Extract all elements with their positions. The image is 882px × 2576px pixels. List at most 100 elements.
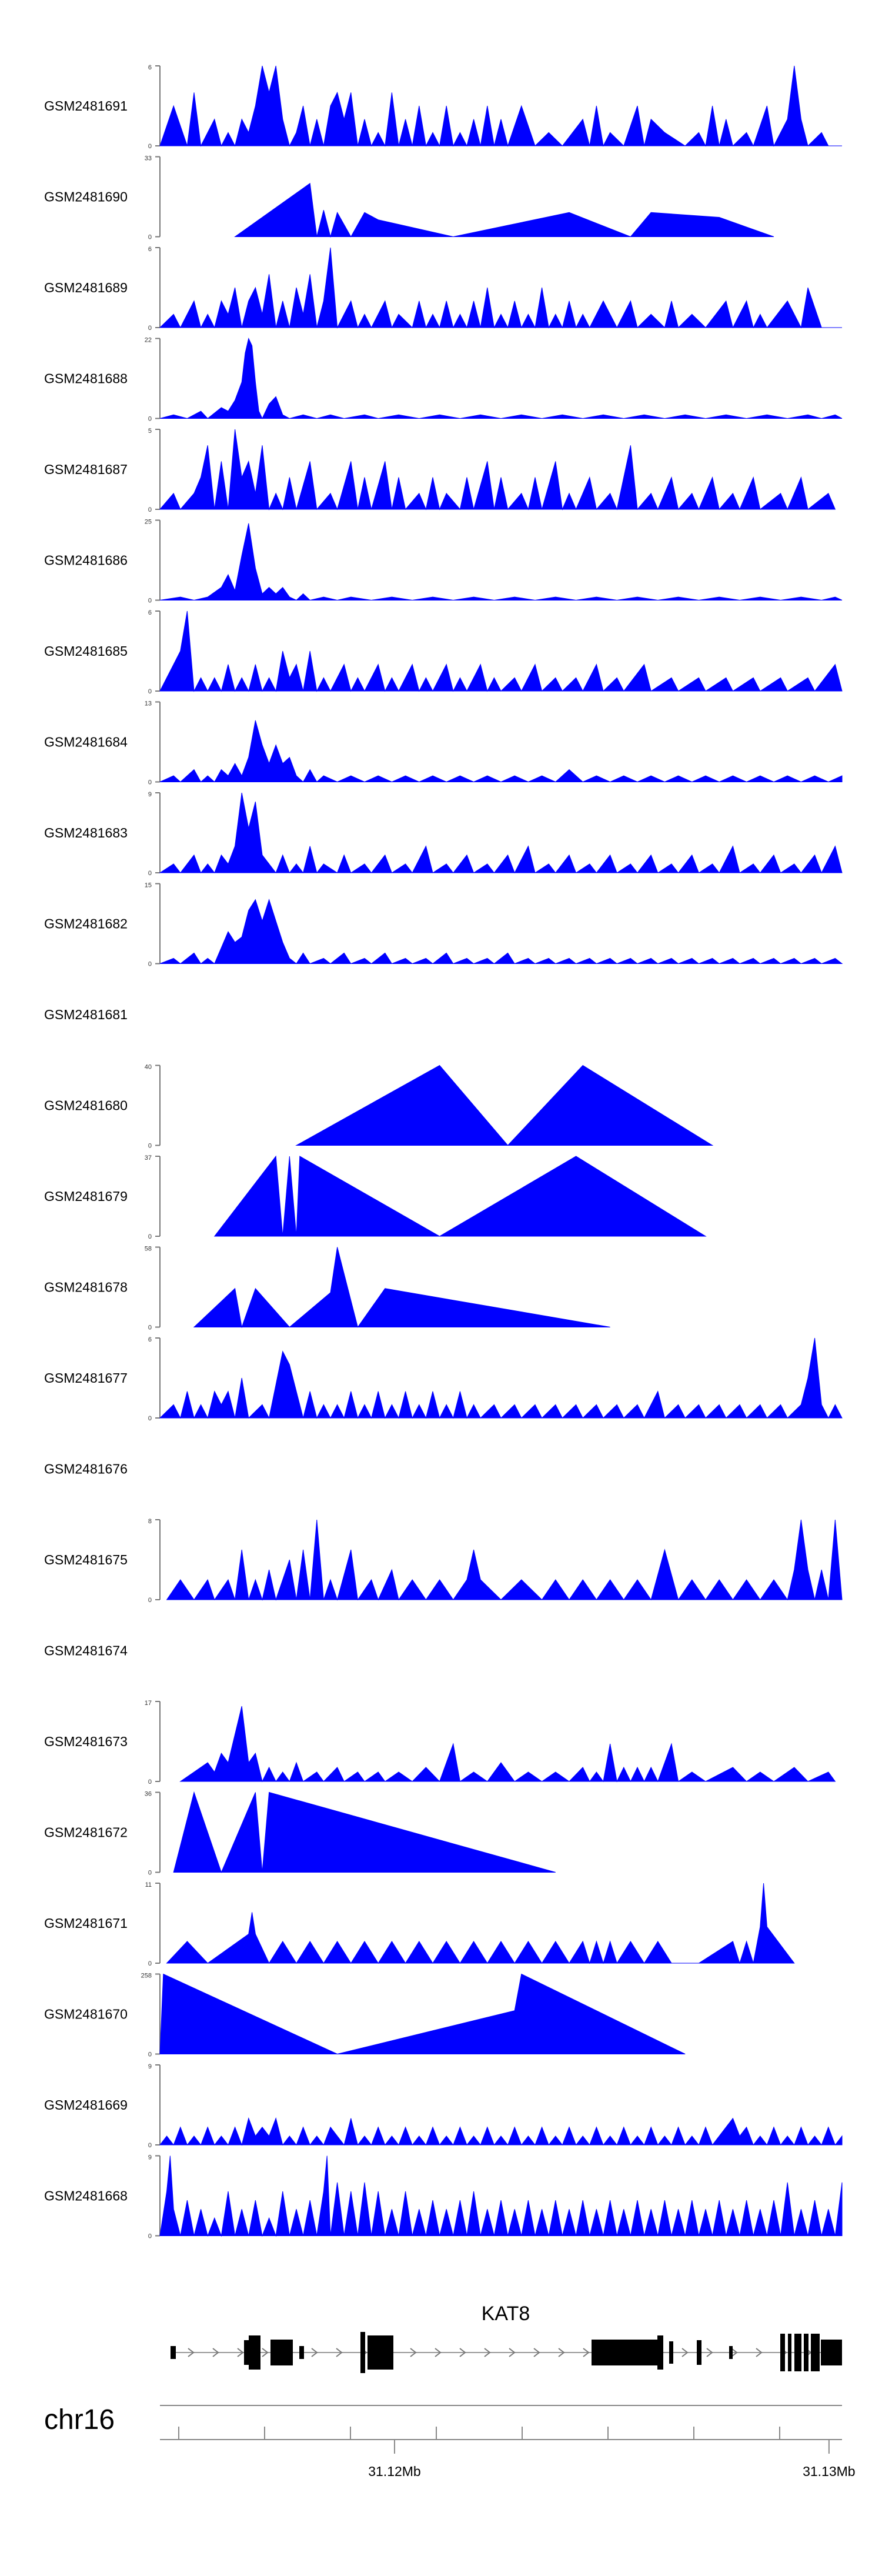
track-GSM2481673: GSM2481673 17 0 bbox=[44, 1700, 836, 1786]
y-axis-max-label: 6 bbox=[148, 609, 152, 616]
coverage-area bbox=[159, 1973, 686, 2055]
strand-arrow bbox=[681, 2348, 689, 2357]
coverage-area bbox=[193, 1247, 610, 1329]
track-label: GSM2481673 bbox=[44, 1734, 128, 1749]
y-axis-min-label: 0 bbox=[148, 961, 152, 968]
coverage-area bbox=[179, 1706, 836, 1783]
exon bbox=[794, 2334, 801, 2371]
y-axis-min-label: 0 bbox=[148, 1233, 152, 1240]
y-axis-min-label: 0 bbox=[148, 143, 152, 150]
coverage-area bbox=[159, 792, 843, 874]
gene-track: KAT8 bbox=[171, 2303, 842, 2373]
exon bbox=[729, 2346, 733, 2359]
track-label: GSM2481685 bbox=[44, 643, 128, 659]
track-label: GSM2481691 bbox=[44, 98, 128, 114]
track-GSM2481691: GSM2481691 6 0 bbox=[44, 64, 842, 150]
coverage-area bbox=[159, 523, 843, 601]
y-axis-min-label: 0 bbox=[148, 2142, 152, 2149]
y-axis-max-label: 40 bbox=[145, 1064, 152, 1071]
track-label: GSM2481677 bbox=[44, 1370, 128, 1386]
y-axis-min-label: 0 bbox=[148, 1960, 152, 1967]
y-axis-max-label: 36 bbox=[145, 1791, 152, 1798]
y-axis-max-label: 11 bbox=[145, 1881, 152, 1888]
strand-arrow bbox=[706, 2348, 713, 2357]
coverage-area bbox=[159, 247, 842, 329]
coverage-area bbox=[166, 1883, 795, 1964]
track-GSM2481684: GSM2481684 13 0 bbox=[44, 700, 843, 786]
exon bbox=[804, 2334, 808, 2371]
exon bbox=[697, 2340, 701, 2365]
exon bbox=[788, 2334, 791, 2371]
y-axis-max-label: 22 bbox=[145, 337, 152, 344]
y-axis-min-label: 0 bbox=[148, 1870, 152, 1877]
exon bbox=[592, 2340, 657, 2365]
y-axis-max-label: 6 bbox=[148, 1336, 152, 1343]
strand-arrow bbox=[558, 2348, 565, 2357]
exon bbox=[657, 2335, 663, 2370]
strand-arrow bbox=[188, 2348, 195, 2357]
track-label: GSM2481669 bbox=[44, 2097, 128, 2113]
track-GSM2481683: GSM2481683 9 0 bbox=[44, 791, 843, 877]
genome-axis: chr16 31.12Mb 31.13Mb bbox=[44, 2404, 856, 2479]
y-axis-max-label: 17 bbox=[145, 1700, 152, 1707]
y-axis-min-label: 0 bbox=[148, 1143, 152, 1150]
y-axis-max-label: 6 bbox=[148, 246, 152, 253]
y-axis-max-label: 9 bbox=[148, 2063, 152, 2070]
exon bbox=[244, 2340, 249, 2365]
track-label: GSM2481679 bbox=[44, 1189, 128, 1204]
coverage-area bbox=[159, 65, 842, 147]
track-GSM2481679: GSM2481679 37 0 bbox=[44, 1154, 707, 1240]
track-label: GSM2481687 bbox=[44, 462, 128, 477]
track-GSM2481668: GSM2481668 9 0 bbox=[44, 2154, 843, 2240]
strand-arrow bbox=[756, 2348, 763, 2357]
track-GSM2481670: GSM2481670 258 0 bbox=[44, 1973, 686, 2058]
exon bbox=[811, 2334, 820, 2371]
strand-arrow bbox=[311, 2348, 318, 2357]
coverage-area bbox=[295, 1065, 714, 1146]
y-axis-min-label: 0 bbox=[148, 598, 152, 605]
coverage-area bbox=[159, 1337, 843, 1419]
strand-arrow bbox=[212, 2348, 219, 2357]
y-axis-min-label: 0 bbox=[148, 1324, 152, 1332]
track-label: GSM2481690 bbox=[44, 189, 128, 205]
strand-arrow bbox=[484, 2348, 491, 2357]
y-axis-min-label: 0 bbox=[148, 506, 152, 513]
exon bbox=[780, 2334, 785, 2371]
coverage-tracks: GSM248169160GSM2481690330GSM248168960GSM… bbox=[44, 64, 843, 2240]
strand-arrow bbox=[435, 2348, 442, 2357]
y-axis-min-label: 0 bbox=[148, 1778, 152, 1786]
track-GSM2481672: GSM2481672 36 0 bbox=[44, 1791, 556, 1877]
track-GSM2481687: GSM2481687 5 0 bbox=[44, 428, 836, 513]
track-label: GSM2481672 bbox=[44, 1825, 128, 1840]
track-label: GSM2481682 bbox=[44, 916, 128, 932]
y-axis-max-label: 25 bbox=[145, 519, 152, 526]
gene-exons bbox=[171, 2332, 842, 2373]
y-axis-max-label: 58 bbox=[145, 1246, 152, 1253]
track-GSM2481686: GSM2481686 25 0 bbox=[44, 519, 843, 605]
coverage-area bbox=[159, 429, 836, 510]
coverage-area bbox=[159, 720, 843, 783]
strand-arrow bbox=[533, 2348, 540, 2357]
exon bbox=[368, 2335, 393, 2370]
strand-arrow bbox=[459, 2348, 466, 2357]
y-axis-min-label: 0 bbox=[148, 779, 152, 786]
track-label: GSM2481674 bbox=[44, 1643, 128, 1659]
exon bbox=[299, 2346, 304, 2359]
y-axis-min-label: 0 bbox=[148, 416, 152, 423]
exon bbox=[270, 2340, 293, 2365]
track-GSM2481681: GSM2481681 bbox=[44, 1007, 128, 1022]
y-axis-max-label: 13 bbox=[145, 700, 152, 708]
coverage-area bbox=[159, 2155, 843, 2237]
axis-tick-label: 31.12Mb bbox=[368, 2464, 421, 2479]
track-GSM2481680: GSM2481680 40 0 bbox=[44, 1064, 714, 1150]
track-GSM2481690: GSM2481690 33 0 bbox=[44, 155, 774, 241]
track-label: GSM2481670 bbox=[44, 2007, 128, 2022]
track-GSM2481682: GSM2481682 15 0 bbox=[44, 882, 843, 968]
coverage-area bbox=[159, 610, 843, 692]
y-axis-min-label: 0 bbox=[148, 1597, 152, 1604]
track-label: GSM2481676 bbox=[44, 1461, 128, 1477]
y-axis-max-label: 258 bbox=[141, 1973, 152, 1980]
coverage-area bbox=[173, 1791, 556, 1873]
track-label: GSM2481684 bbox=[44, 735, 128, 750]
y-axis-max-label: 8 bbox=[148, 1518, 152, 1525]
